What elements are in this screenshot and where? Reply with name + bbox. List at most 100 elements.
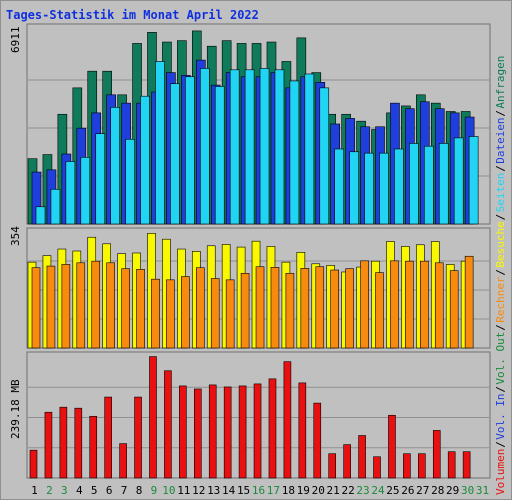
x-tick-label-day-18: 18: [282, 484, 295, 497]
x-tick-label-day-30: 30: [461, 484, 474, 497]
bar-seiten-day-11: [185, 76, 195, 225]
x-tick-label-day-20: 20: [312, 484, 325, 497]
x-tick-label-day-6: 6: [106, 484, 113, 497]
bar-rechner-day-25: [390, 260, 399, 349]
bar-rechner-day-15: [240, 272, 250, 349]
x-tick-label-day-5: 5: [91, 484, 98, 497]
bar-rechner-day-13: [210, 278, 220, 349]
bar-volumen-day-8: [134, 396, 142, 479]
bar-seiten-day-15: [244, 69, 255, 225]
bar-rechner-day-27: [420, 260, 429, 349]
bar-seiten-day-22: [349, 151, 359, 225]
bar-volumen-day-12: [193, 388, 202, 479]
bar-rechner-day-12: [195, 267, 205, 349]
bar-rechner-day-9: [151, 278, 160, 349]
bar-rechner-day-22: [345, 268, 354, 349]
x-tick-label-day-19: 19: [297, 484, 310, 497]
bar-seiten-day-14: [229, 69, 240, 225]
y-tick-label: 239.18 MB: [9, 379, 22, 439]
bar-rechner-day-23: [360, 260, 369, 349]
bar-seiten-day-27: [424, 145, 434, 225]
legend-label-seiten: Seiten: [494, 173, 507, 213]
bar-seiten-day-24: [379, 152, 389, 225]
legend-label-dateien: Dateien: [494, 117, 507, 163]
x-tick-label-day-22: 22: [341, 484, 354, 497]
x-tick-label-day-14: 14: [222, 484, 236, 497]
bar-volumen-day-24: [373, 456, 381, 479]
bar-volumen-day-25: [388, 414, 396, 479]
bar-volumen-day-27: [418, 453, 426, 479]
x-tick-label-day-17: 17: [267, 484, 280, 497]
bar-rechner-day-21: [330, 269, 340, 349]
bar-seiten-day-7: [125, 138, 135, 225]
bar-volumen-day-4: [74, 407, 83, 479]
bar-seiten-day-10: [170, 83, 180, 225]
bar-seiten-day-17: [274, 69, 285, 225]
bar-rechner-day-20: [315, 266, 325, 349]
legend-label-anfragen: Anfragen: [494, 56, 507, 109]
bar-volumen-day-3: [59, 406, 68, 479]
x-tick-label-day-12: 12: [192, 484, 205, 497]
bar-seiten-day-30: [468, 136, 479, 225]
bar-volumen-day-6: [104, 396, 112, 479]
legend-separator: /: [494, 269, 507, 276]
bar-seiten-day-9: [155, 61, 165, 225]
bar-volumen-day-19: [298, 382, 307, 479]
bar-volumen-day-22: [343, 444, 351, 479]
x-tick-label-day-11: 11: [177, 484, 190, 497]
bar-volumen-day-30: [462, 451, 471, 479]
x-tick-label-day-4: 4: [76, 484, 83, 497]
bar-seiten-day-19: [304, 73, 315, 225]
x-tick-label-day-7: 7: [121, 484, 128, 497]
bar-seiten-day-29: [453, 137, 464, 225]
bar-rechner-day-5: [91, 260, 101, 349]
bar-volumen-day-11: [179, 385, 187, 479]
legend-label-volumen: Volumen: [494, 449, 507, 495]
legend-separator: /: [494, 165, 507, 172]
bar-seiten-day-21: [334, 148, 345, 225]
bar-rechner-day-14: [225, 279, 235, 349]
x-tick-label-day-9: 9: [151, 484, 158, 497]
bar-volumen-day-9: [149, 356, 157, 479]
bar-rechner-day-19: [300, 268, 310, 349]
x-tick-label-day-26: 26: [401, 484, 414, 497]
bar-volumen-day-21: [328, 453, 337, 479]
bar-volumen-day-7: [119, 443, 127, 479]
bar-volumen-day-16: [253, 383, 262, 479]
bar-rechner-day-17: [270, 267, 280, 349]
x-tick-label-day-2: 2: [46, 484, 53, 497]
bar-seiten-day-18: [289, 80, 300, 225]
bar-seiten-day-5: [95, 133, 106, 225]
y-tick-label: 6911: [9, 27, 22, 54]
legend-separator: /: [494, 110, 507, 117]
bar-volumen-day-20: [313, 402, 322, 479]
bar-volumen-day-29: [447, 451, 456, 479]
chart-title: Tages-Statistik im Monat April 2022: [6, 8, 259, 22]
legend-separator: /: [494, 324, 507, 331]
x-tick-label-day-16: 16: [252, 484, 265, 497]
bar-volumen-day-10: [164, 370, 172, 479]
bar-rechner-day-28: [434, 262, 444, 349]
bar-seiten-day-13: [214, 86, 225, 225]
bar-volumen-day-18: [283, 361, 292, 479]
x-tick-label-day-3: 3: [61, 484, 68, 497]
bar-seiten-day-6: [110, 107, 120, 225]
bar-rechner-day-10: [166, 279, 175, 349]
x-tick-label-day-1: 1: [31, 484, 38, 497]
bar-volumen-day-17: [268, 378, 277, 479]
bar-rechner-day-3: [61, 264, 71, 349]
bar-volumen-day-1: [29, 449, 38, 479]
x-tick-label-day-25: 25: [386, 484, 399, 497]
legend-label-rechner: Rechner: [494, 276, 507, 323]
bar-seiten-day-28: [438, 143, 449, 225]
x-tick-label-day-10: 10: [162, 484, 175, 497]
bar-seiten-day-23: [364, 152, 374, 225]
x-tick-label-day-28: 28: [431, 484, 444, 497]
bar-rechner-day-11: [181, 276, 190, 349]
legend-label-vol-out: Vol. Out: [494, 332, 507, 385]
bar-seiten-day-20: [319, 87, 330, 225]
bar-rechner-day-1: [31, 267, 41, 349]
x-tick-label-day-24: 24: [371, 484, 385, 497]
